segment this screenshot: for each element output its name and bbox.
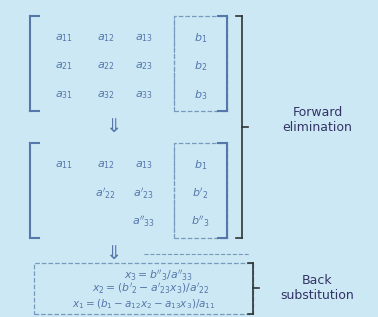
Text: $b'_2$: $b'_2$ [192, 186, 209, 201]
Text: Forward
elimination: Forward elimination [283, 107, 352, 134]
Text: $x_1 = (b_1 - a_{12}x_2 - a_{13}x_3)/a_{11}$: $x_1 = (b_1 - a_{12}x_2 - a_{13}x_3)/a_{… [72, 298, 215, 311]
Text: $a_{13}$: $a_{13}$ [135, 32, 153, 44]
Text: $b_1$: $b_1$ [194, 31, 207, 45]
Text: $a_{11}$: $a_{11}$ [55, 159, 73, 171]
Text: $a_{12}$: $a_{12}$ [97, 32, 115, 44]
Text: $b_1$: $b_1$ [194, 158, 207, 172]
Text: $a'_{22}$: $a'_{22}$ [95, 186, 116, 201]
Text: $b_2$: $b_2$ [194, 60, 207, 74]
Text: $a''_{33}$: $a''_{33}$ [132, 215, 155, 229]
Text: $a_{22}$: $a_{22}$ [97, 61, 115, 73]
Text: $b''_3$: $b''_3$ [191, 215, 210, 229]
Text: $a'_{23}$: $a'_{23}$ [133, 186, 154, 201]
Text: $a_{23}$: $a_{23}$ [135, 61, 153, 73]
Text: $a_{32}$: $a_{32}$ [97, 89, 115, 101]
Text: ⇓: ⇓ [105, 244, 122, 263]
Text: $a_{33}$: $a_{33}$ [135, 89, 153, 101]
Text: Back
substitution: Back substitution [280, 275, 355, 302]
Text: ⇓: ⇓ [105, 117, 122, 136]
Text: $a_{31}$: $a_{31}$ [55, 89, 73, 101]
Text: $b_3$: $b_3$ [194, 88, 207, 102]
Text: $x_3 = b''_3/a''_{33}$: $x_3 = b''_3/a''_{33}$ [124, 268, 193, 283]
Text: $a_{11}$: $a_{11}$ [55, 32, 73, 44]
Text: $a_{21}$: $a_{21}$ [55, 61, 73, 73]
Text: $a_{12}$: $a_{12}$ [97, 159, 115, 171]
Text: $x_2 = (b'_2 - a'_{23}x_3)/a'_{22}$: $x_2 = (b'_2 - a'_{23}x_3)/a'_{22}$ [92, 281, 210, 296]
Text: $a_{13}$: $a_{13}$ [135, 159, 153, 171]
